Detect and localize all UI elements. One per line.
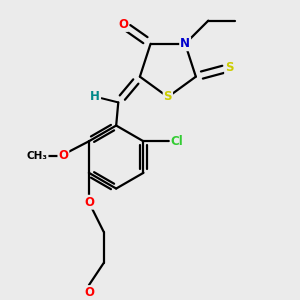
Text: S: S (225, 61, 234, 74)
Text: Cl: Cl (171, 135, 184, 148)
Text: H: H (90, 90, 100, 103)
Text: O: O (84, 286, 94, 299)
Text: O: O (84, 196, 94, 209)
Text: O: O (118, 18, 128, 31)
Text: O: O (58, 149, 68, 163)
Text: S: S (164, 91, 172, 103)
Text: CH₃: CH₃ (27, 151, 48, 161)
Text: N: N (180, 37, 190, 50)
